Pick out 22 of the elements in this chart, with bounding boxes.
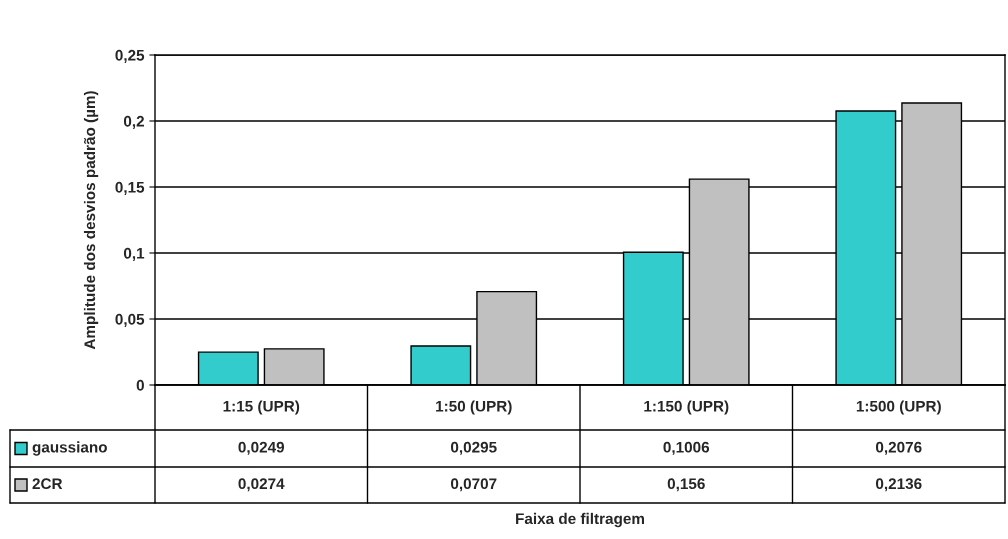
x-tick-label: 1:500 (UPR): [856, 400, 941, 415]
data-label: 0,0707: [450, 478, 497, 492]
y-axis-title: Amplitude dos desvios padrão (µm): [83, 91, 99, 350]
data-label: 0,2136: [875, 478, 922, 492]
x-tick-label: 1:15 (UPR): [223, 400, 300, 415]
data-label: 0,1006: [663, 441, 710, 455]
x-tick-label: 1:150 (UPR): [644, 400, 729, 415]
y-tick-label: 0,2: [123, 115, 144, 129]
x-tick-label: 1:50 (UPR): [436, 400, 512, 415]
data-label: 0,0274: [238, 478, 285, 492]
data-label: 0,0295: [450, 441, 497, 455]
y-tick-label: 0,05: [115, 313, 145, 327]
legend-label: gaussiano: [32, 441, 107, 456]
y-tick-label: 0,1: [123, 247, 145, 261]
y-tick-label: 0,15: [115, 181, 145, 195]
y-tick-label: 0: [136, 379, 144, 391]
data-label: 0,2076: [875, 441, 922, 455]
data-label: 0,0249: [238, 441, 285, 455]
legend-label: 2CR: [32, 478, 63, 490]
data-label: 0,156: [667, 478, 705, 492]
y-tick-label: 0,25: [115, 49, 145, 63]
text: Faixa de filtragem: [516, 512, 645, 528]
